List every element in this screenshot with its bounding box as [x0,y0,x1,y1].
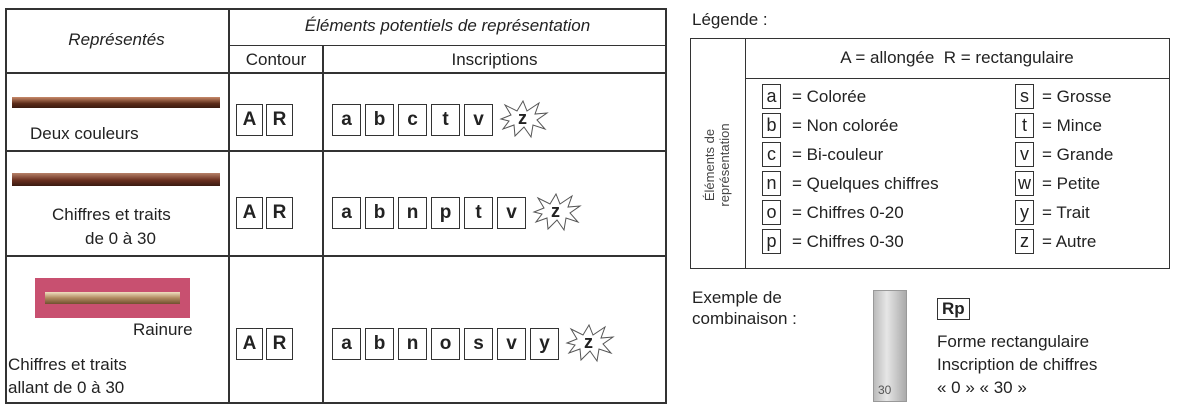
inscription-code: s [464,328,493,360]
inscription-code: p [431,197,460,229]
legend-text: = Grosse [1042,87,1112,106]
contour-code: A [236,104,263,136]
legend-text: = Autre [1042,232,1097,251]
other-code: z [551,201,560,221]
contour-code: A [236,328,263,360]
inscription-code: v [497,197,526,229]
legend-code: z [1015,229,1034,254]
inscription-code: t [464,197,493,229]
contour-code: R [266,104,293,136]
photo-stick [45,292,180,304]
inscription-code: n [398,197,427,229]
example-label: combinaison : [692,309,797,328]
star-shape [565,323,615,363]
legend-code: a [762,84,781,109]
legend-line [745,78,1169,79]
inscription-code: a [332,328,361,360]
legend-text: = Quelques chiffres [792,174,939,193]
legend-text: = Chiffres 0-20 [792,203,904,222]
side-label: Éléments de représentation [702,123,732,206]
inscription-code: b [365,197,394,229]
legend-title: Légende : [692,10,768,29]
inscription-code: t [431,104,460,136]
contour-code: R [266,328,293,360]
legend-frame [690,38,1170,269]
caption: Deux couleurs [30,124,139,143]
star-shape [532,192,582,232]
example-image [873,290,907,402]
legend-code: s [1015,84,1034,109]
other-code: z [518,108,527,128]
photo-stick [12,173,220,186]
inscription-code: a [332,197,361,229]
example-image-text: 30 [878,383,892,397]
legend-text: = Grande [1042,145,1114,164]
legend-code: c [762,142,781,167]
legend-text: = Colorée [792,87,867,106]
caption: Chiffres et traits [8,355,127,374]
legend-line [745,38,746,269]
legend-code: b [762,113,781,138]
legend-code: v [1015,142,1034,167]
inscription-code: y [530,328,559,360]
inscription-code: v [464,104,493,136]
header-represented: Représentés [68,30,165,49]
legend-code: y [1015,200,1034,225]
header-elements: Éléments potentiels de représentation [304,16,591,35]
example-line: « 0 » « 30 » [937,378,1027,397]
star [565,323,615,363]
example-code: Rp [937,298,970,320]
other-code: z [584,332,593,352]
legend-code: n [762,171,781,196]
star [532,192,582,232]
row-line [5,150,665,152]
header-contour: Contour [245,50,307,69]
inscription-code: b [365,328,394,360]
row-line [5,72,665,74]
col-line [228,8,230,402]
legend-code: t [1015,113,1034,138]
legend-text: = Mince [1042,116,1102,135]
contour-code: A [236,197,263,229]
caption: de 0 à 30 [85,229,156,248]
legend-text: = Petite [1042,174,1101,193]
row-line [228,45,665,46]
star [499,99,549,139]
legend-code: p [762,229,781,254]
caption: Rainure [133,320,193,339]
header-inscriptions: Inscriptions [451,50,538,69]
star-shape [499,99,549,139]
example-line: Inscription de chiffres [937,355,1098,374]
example-line: Forme rectangulaire [937,332,1090,351]
inscription-code: b [365,104,394,136]
col-line [322,45,324,402]
side-label-line: Éléments de [702,128,717,202]
legend-shapes: A = allongée R = rectangulaire [840,48,1074,67]
legend-text: = Bi-couleur [792,145,884,164]
inscription-code: a [332,104,361,136]
example-label: Exemple de [692,288,782,307]
inscription-code: v [497,328,526,360]
caption: allant de 0 à 30 [8,378,125,397]
row-line [5,255,665,257]
legend-text: = Non colorée [792,116,899,135]
inscription-code: n [398,328,427,360]
legend-text: = Trait [1042,203,1090,222]
caption: Chiffres et traits [52,205,171,224]
table-frame [5,8,667,404]
inscription-code: c [398,104,427,136]
photo-stick [12,97,220,108]
legend-code: o [762,200,781,225]
inscription-code: o [431,328,460,360]
legend-code: w [1015,171,1034,196]
side-label-line: représentation [717,123,732,207]
contour-code: R [266,197,293,229]
legend-text: = Chiffres 0-30 [792,232,904,251]
